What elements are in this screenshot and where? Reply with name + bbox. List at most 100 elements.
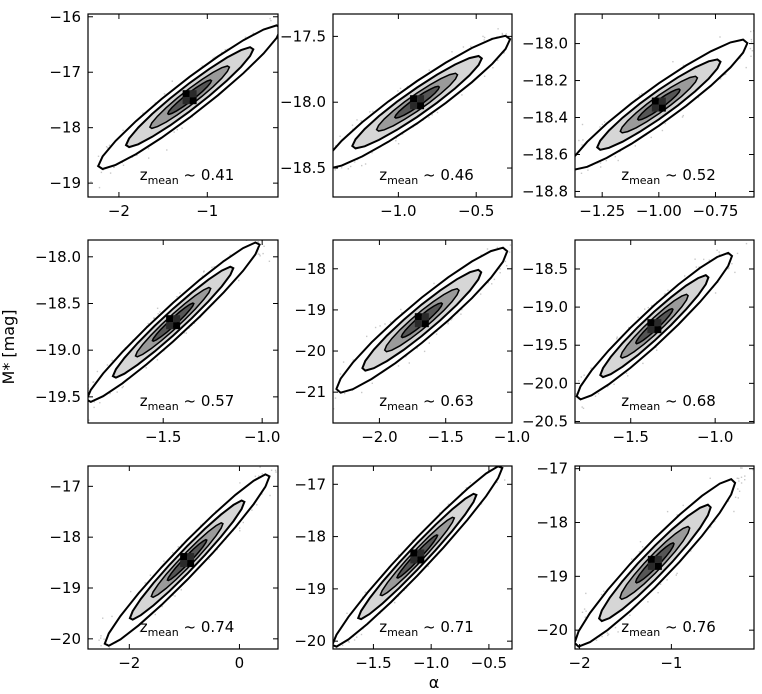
data-point <box>122 385 124 388</box>
data-point <box>327 407 328 408</box>
data-point <box>501 33 504 36</box>
data-point <box>313 186 314 187</box>
y-tick-label: −18.5 <box>280 159 326 177</box>
data-point <box>116 391 118 393</box>
data-point <box>256 251 259 253</box>
data-point <box>211 266 213 269</box>
density-peak-cell <box>166 322 174 330</box>
density-peak-cell <box>658 104 666 112</box>
data-point <box>750 30 752 33</box>
y-tick-label: −18.8 <box>522 182 568 200</box>
data-point <box>552 409 553 410</box>
y-tick-label: −18.0 <box>522 35 568 53</box>
data-point <box>188 327 190 329</box>
data-point <box>145 367 147 369</box>
plot-area <box>69 185 335 423</box>
data-point <box>401 312 403 314</box>
data-point <box>269 17 271 20</box>
density-peak-cell <box>651 104 659 112</box>
y-tick-label: −19 <box>294 301 326 319</box>
data-point <box>364 163 367 165</box>
data-point <box>252 32 254 34</box>
panel-frame <box>332 239 513 424</box>
data-point <box>147 147 150 150</box>
data-point <box>295 180 296 181</box>
data-point <box>716 249 718 251</box>
data-point <box>491 283 493 285</box>
data-point <box>714 292 717 294</box>
data-point <box>269 237 270 238</box>
data-point <box>163 93 166 95</box>
data-point <box>113 166 115 168</box>
y-tick-label: −18.0 <box>35 248 81 266</box>
data-point <box>408 362 410 364</box>
data-point <box>428 116 430 119</box>
data-point <box>333 408 335 410</box>
data-point <box>416 347 418 349</box>
data-point <box>435 333 438 335</box>
data-point <box>121 386 123 389</box>
data-point <box>719 78 722 80</box>
data-point <box>352 359 354 361</box>
data-point <box>513 232 514 233</box>
data-point <box>492 67 494 69</box>
x-tick-label: −1.5 <box>145 428 181 446</box>
redshift-annotation: zmean ~ 0.63 <box>379 392 474 413</box>
data-point <box>352 128 354 130</box>
data-point <box>343 392 346 395</box>
data-point <box>69 422 70 423</box>
data-point <box>578 139 580 142</box>
data-point <box>503 51 505 53</box>
data-point <box>513 228 514 229</box>
data-point <box>749 47 752 50</box>
plot-area <box>326 228 514 410</box>
y-tick-label: −18.2 <box>522 72 568 90</box>
data-point <box>201 275 204 277</box>
y-tick-label: −17 <box>49 63 81 81</box>
data-point <box>302 195 303 196</box>
redshift-annotation: zmean ~ 0.46 <box>379 166 474 187</box>
y-tick-label: −19 <box>49 174 81 192</box>
data-point <box>461 308 463 311</box>
data-point <box>509 244 512 246</box>
data-point <box>389 321 392 323</box>
data-point <box>121 161 123 164</box>
data-point <box>436 111 439 114</box>
data-point <box>309 185 310 186</box>
x-tick-label: −1 <box>196 202 218 220</box>
data-point <box>580 172 583 174</box>
data-point <box>334 185 335 186</box>
x-tick-label: −0.75 <box>692 202 738 220</box>
data-point <box>259 255 261 257</box>
data-point <box>166 149 168 151</box>
data-point <box>369 111 371 113</box>
density-peak-cell <box>173 315 181 323</box>
data-point <box>745 66 747 69</box>
data-point <box>505 33 507 35</box>
data-point <box>108 144 111 146</box>
panel-frame <box>574 13 755 198</box>
data-point <box>326 403 327 404</box>
data-point <box>356 119 358 121</box>
data-point <box>238 279 240 282</box>
x-tick-label: −2 <box>108 202 130 220</box>
data-point <box>638 94 641 96</box>
y-tick-label: −18.0 <box>280 93 326 111</box>
data-point <box>697 96 700 99</box>
data-point <box>614 155 616 158</box>
data-point <box>397 143 400 145</box>
data-point <box>374 326 377 329</box>
data-point <box>511 234 512 235</box>
data-point <box>431 114 433 116</box>
data-point <box>379 325 381 327</box>
data-point <box>106 147 109 149</box>
data-point <box>447 321 449 323</box>
data-point <box>384 323 386 325</box>
data-point <box>142 112 144 114</box>
y-tick-label: −18 <box>294 260 326 278</box>
data-point <box>750 55 752 57</box>
data-point <box>599 162 602 164</box>
data-point <box>326 167 327 168</box>
data-point <box>451 317 453 320</box>
